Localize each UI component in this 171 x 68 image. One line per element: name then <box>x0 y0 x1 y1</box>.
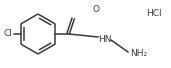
Text: Cl: Cl <box>4 30 13 38</box>
Text: O: O <box>93 6 100 14</box>
Text: HN: HN <box>98 35 111 44</box>
Text: HCl: HCl <box>146 8 162 17</box>
Text: NH₂: NH₂ <box>130 50 147 58</box>
